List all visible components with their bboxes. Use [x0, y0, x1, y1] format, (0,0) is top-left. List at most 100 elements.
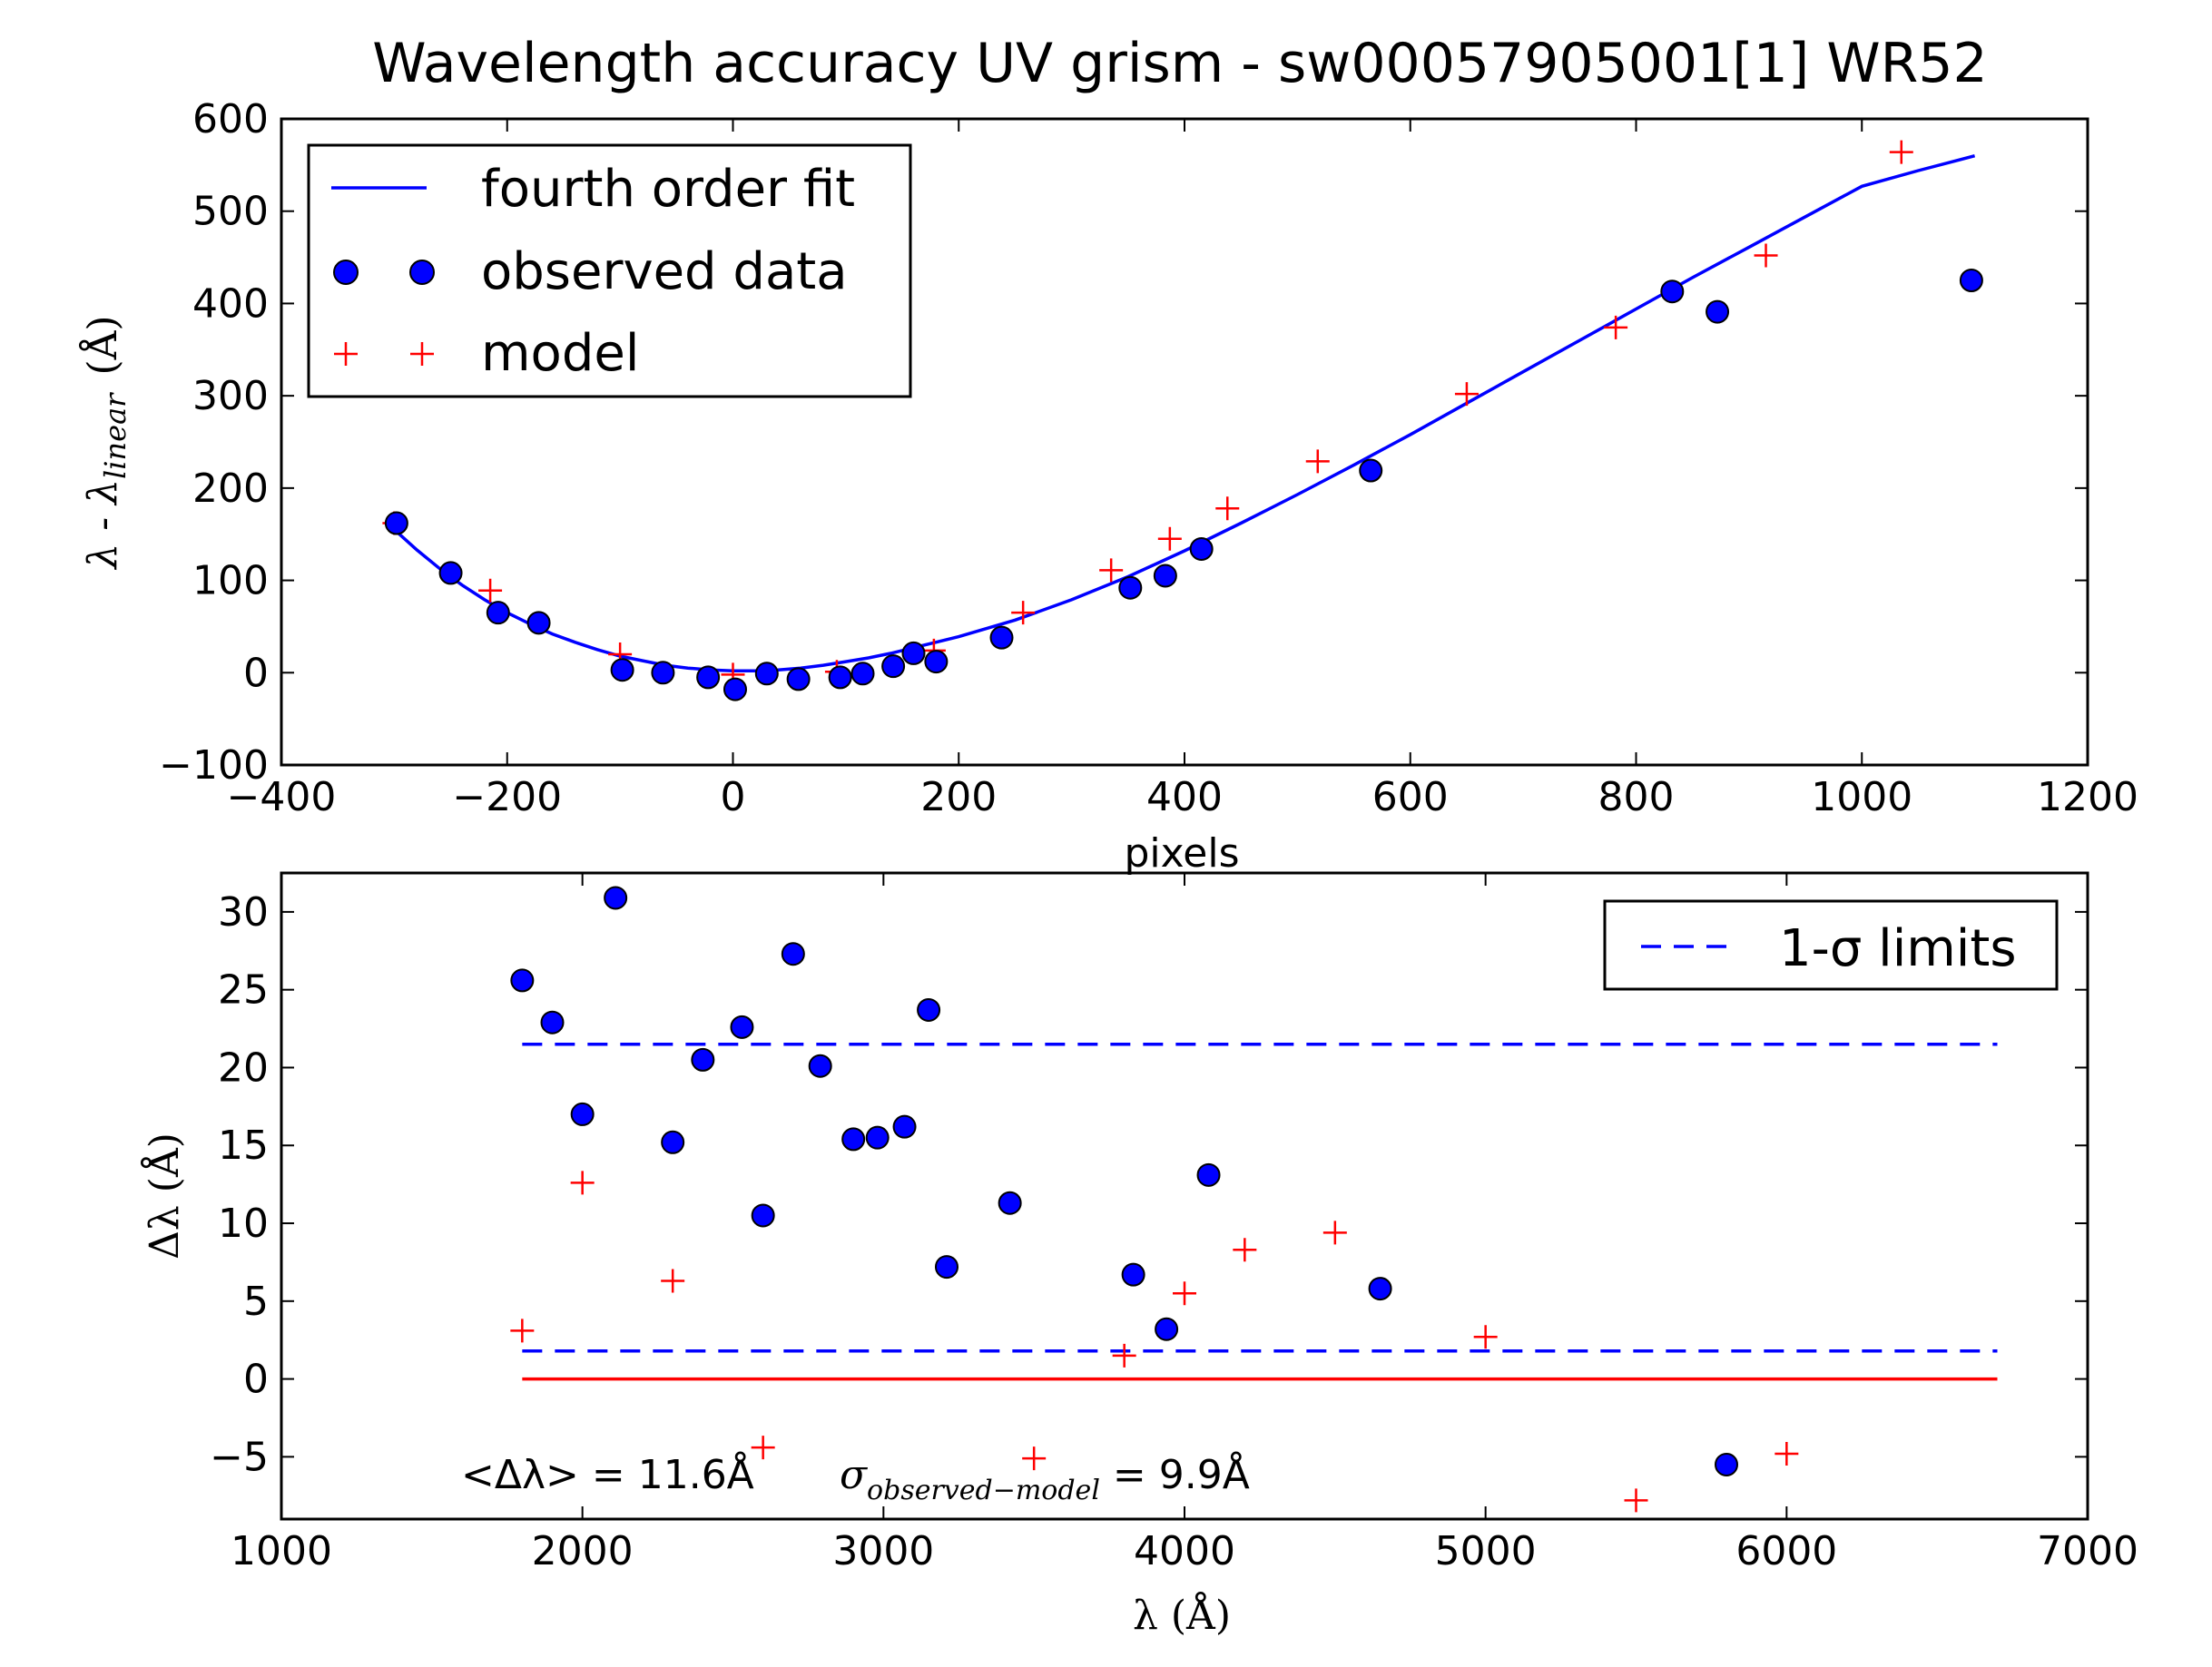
- top-x-tick-label: 600: [1372, 774, 1449, 820]
- bottom-x-tick-label: 3000: [832, 1528, 934, 1574]
- observed-point: [486, 601, 510, 625]
- bottom-y-tick-label: 20: [218, 1044, 269, 1091]
- model-point: [1011, 601, 1036, 625]
- model-point: [751, 1436, 775, 1460]
- model-point: [1173, 1281, 1196, 1306]
- legend-observed-marker-1: [333, 260, 359, 285]
- model-point: [1473, 1325, 1498, 1349]
- observed-point: [570, 1102, 595, 1126]
- bottom-y-tick-label: 25: [218, 967, 269, 1014]
- legend-model-label: model: [481, 324, 639, 383]
- observed-point: [384, 511, 408, 535]
- observed-point: [841, 1127, 866, 1152]
- bottom-y-axis-label: Δλ (Å): [140, 1133, 188, 1260]
- bottom-axis-ticks: 1000 2000 3000 4000 5000 6000 7000 30 25 20 15 10 5 0…: [210, 873, 2138, 1574]
- model-point: [1099, 558, 1124, 583]
- bottom-x-tick-label: 5000: [1435, 1528, 1537, 1574]
- observed-point: [998, 1191, 1022, 1215]
- model-point: [1215, 496, 1240, 521]
- top-x-axis-label: pixels: [1124, 830, 1239, 877]
- fit-line: [393, 154, 1976, 673]
- model-point: [1233, 1238, 1257, 1262]
- model-point: [1112, 1343, 1136, 1368]
- top-x-tick-label: 1000: [1811, 774, 1912, 820]
- top-x-tick-label: −200: [452, 774, 562, 820]
- observed-point: [1959, 269, 1983, 292]
- model-point: [1889, 140, 1913, 164]
- observed-point: [1715, 1452, 1738, 1476]
- observed-point: [730, 1015, 754, 1039]
- legend-model-marker-1: [334, 342, 358, 366]
- model-point: [478, 578, 503, 603]
- top-y-tick-label: 100: [192, 558, 269, 604]
- model-point: [570, 1171, 595, 1195]
- observed-point: [540, 1010, 565, 1035]
- legend-sigma-label: 1-σ limits: [1779, 919, 2017, 978]
- observed-point: [691, 1047, 715, 1072]
- legend-observed-label: observed data: [481, 242, 848, 301]
- observed-point: [924, 650, 949, 674]
- observed-point: [610, 658, 634, 682]
- observed-point: [917, 997, 941, 1022]
- observed-point: [989, 625, 1014, 650]
- observed-point: [754, 662, 779, 686]
- top-legend: fourth order fit observed data model: [307, 143, 912, 398]
- model-point: [1624, 1488, 1648, 1513]
- model-point: [1754, 243, 1778, 268]
- model-point: [1775, 1441, 1799, 1466]
- observed-point: [651, 661, 675, 685]
- top-y-tick-label: 500: [192, 189, 269, 235]
- observed-point: [604, 886, 628, 910]
- bottom-y-tick-label: 0: [243, 1357, 269, 1403]
- model-point: [661, 1269, 685, 1293]
- observed-point: [808, 1054, 832, 1078]
- top-y-axis-label: λ - λlinear (Å): [78, 315, 133, 570]
- bottom-x-tick-label: 6000: [1735, 1528, 1837, 1574]
- top-x-tick-label: −400: [227, 774, 337, 820]
- top-data: [382, 140, 1983, 701]
- model-point: [1322, 1221, 1347, 1245]
- observed-point: [526, 611, 551, 635]
- top-x-tick-label: 400: [1146, 774, 1223, 820]
- observed-point: [781, 942, 805, 966]
- bottom-y-tick-label: 10: [218, 1201, 269, 1247]
- top-y-tick-label: −100: [159, 742, 269, 789]
- observed-point: [1368, 1277, 1392, 1301]
- top-y-tick-label: 300: [192, 373, 269, 419]
- observed-point: [1121, 1262, 1145, 1287]
- top-y-tick-label: 400: [192, 280, 269, 327]
- bottom-x-tick-label: 4000: [1134, 1528, 1235, 1574]
- bottom-y-tick-label: 15: [218, 1123, 269, 1169]
- observed-point: [828, 665, 852, 690]
- observed-point: [1359, 458, 1383, 483]
- sigma-annotation-value: = 9.9Å: [1100, 1450, 1250, 1498]
- bottom-y-tick-label: −5: [210, 1434, 269, 1480]
- top-y-tick-label: 0: [243, 650, 269, 696]
- observed-point: [1153, 564, 1177, 588]
- figure-title: Wavelength accuracy UV grism - sw0005790…: [372, 32, 1987, 95]
- top-plot: −400 −200 0 200 400 600 800 1000 120060050040030…: [78, 96, 2138, 877]
- observed-point: [751, 1203, 775, 1228]
- observed-point: [1189, 536, 1214, 561]
- bottom-x-tick-label: 1000: [231, 1528, 332, 1574]
- observed-point: [510, 968, 535, 993]
- top-y-tick-label: 200: [192, 466, 269, 512]
- observed-point: [850, 662, 875, 686]
- observed-point: [696, 665, 721, 690]
- model-point: [510, 1319, 535, 1343]
- legend-fit-label: fourth order fit: [481, 160, 855, 219]
- bottom-plot: 1000 2000 3000 4000 5000 6000 7000 30 25 20 15 10 5 0…: [140, 871, 2138, 1639]
- top-x-tick-label: 200: [920, 774, 997, 820]
- observed-point: [901, 641, 926, 665]
- observed-point: [1155, 1317, 1179, 1341]
- sigma-annotation-sub: observed−model: [867, 1475, 1100, 1506]
- bottom-y-tick-label: 30: [218, 889, 269, 936]
- legend-observed-marker-2: [409, 260, 435, 285]
- bottom-data: [510, 886, 1998, 1513]
- sigma-annotation-symbol: σ: [840, 1452, 869, 1498]
- observed-point: [934, 1255, 959, 1280]
- svg-text:λ - λlinear(Å): λ - λlinear (Å): [78, 315, 133, 570]
- top-y-label-main: λ - λ: [80, 479, 126, 571]
- sigma-annotation: σobserved−model = 9.9Å: [840, 1450, 1250, 1506]
